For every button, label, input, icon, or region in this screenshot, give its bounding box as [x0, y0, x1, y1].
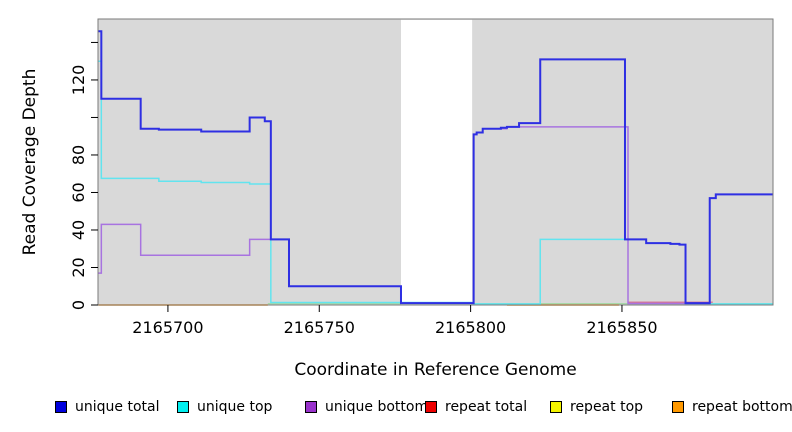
masked-region	[400, 19, 473, 305]
legend-label: unique bottom	[325, 399, 429, 415]
legend-item-repeat-top: repeat top	[550, 397, 643, 417]
legend-swatch-icon	[177, 401, 189, 413]
legend-label: unique top	[197, 399, 273, 415]
y-tick-label: 80	[69, 145, 88, 165]
y-tick-label: 20	[69, 257, 88, 277]
y-tick-label: 40	[69, 220, 88, 240]
legend-swatch-icon	[55, 401, 67, 413]
legend-swatch-icon	[305, 401, 317, 413]
y-tick-label: 0	[69, 300, 88, 310]
legend-label: repeat bottom	[692, 399, 792, 415]
y-tick-label: 120	[69, 65, 88, 96]
legend-swatch-icon	[550, 401, 562, 413]
legend: unique total unique top unique bottom repea…	[0, 397, 792, 421]
legend-swatch-icon	[672, 401, 684, 413]
plot-border	[97, 18, 774, 306]
x-tick-label: 2165700	[132, 318, 203, 337]
series-unique-total	[98, 30, 774, 305]
y-axis-title: Read Coverage Depth	[20, 68, 40, 256]
y-tick-label: 60	[69, 182, 88, 202]
legend-label: unique total	[75, 399, 160, 415]
x-tick-label: 2165800	[435, 318, 506, 337]
x-tick-label: 2165750	[284, 318, 355, 337]
legend-item-repeat-bottom: repeat bottom	[672, 397, 792, 417]
x-axis-title: Coordinate in Reference Genome	[294, 360, 577, 380]
x-tick-label: 2165850	[586, 318, 657, 337]
legend-label: repeat top	[570, 399, 644, 415]
legend-item-repeat-total: repeat total	[425, 397, 527, 417]
legend-label: repeat total	[445, 399, 528, 415]
legend-item-unique-bottom: unique bottom	[305, 397, 428, 417]
legend-swatch-icon	[425, 401, 437, 413]
legend-item-unique-top: unique top	[177, 397, 272, 417]
legend-item-unique-total: unique total	[55, 397, 159, 417]
